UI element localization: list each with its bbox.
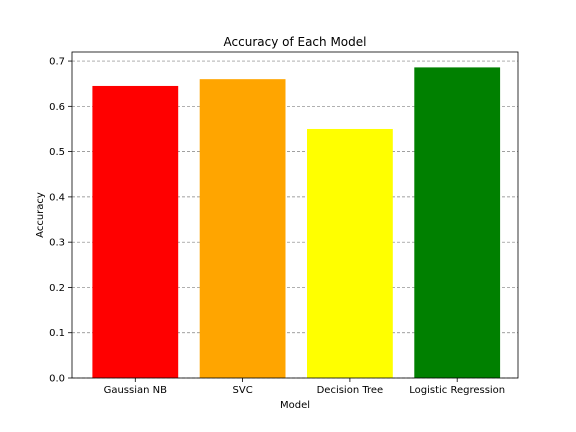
x-tick-label: Logistic Regression [409,385,505,396]
bar [307,128,393,378]
y-axis-ticks: 0.0 0.1 0.2 0.3 0.4 0.5 0.6 0.7 [49,57,72,385]
y-tick-label: 0.5 [49,147,65,158]
y-tick-label: 0.7 [49,57,65,68]
y-tick-label: 0.0 [49,374,65,385]
x-axis-label: Model [280,400,310,411]
x-tick-label: Gaussian NB [104,385,168,396]
y-tick-label: 0.2 [49,283,65,294]
y-tick-label: 0.1 [49,328,65,339]
chart-title: Accuracy of Each Model [224,35,367,49]
bar [199,79,286,379]
y-axis-label: Accuracy [35,192,46,238]
x-axis-ticks: Gaussian NB SVC Decision Tree Logistic Regr… [104,378,505,396]
x-tick-label: Decision Tree [317,385,384,396]
x-tick-label: SVC [233,385,253,396]
y-tick-label: 0.6 [49,102,65,113]
bar [414,67,501,379]
bars [92,67,501,379]
y-tick-label: 0.4 [49,192,65,203]
bar [92,85,179,378]
plot-frame [71,51,519,379]
y-tick-label: 0.3 [49,238,65,249]
